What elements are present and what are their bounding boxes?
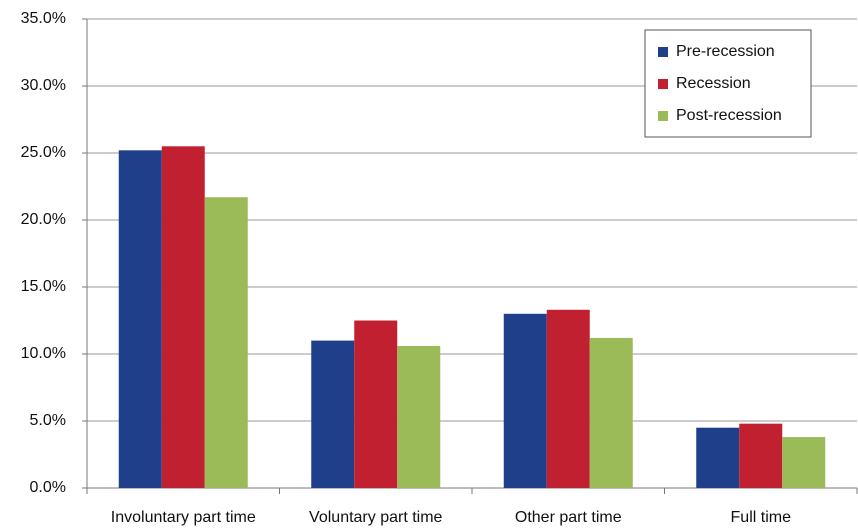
bar <box>589 337 633 488</box>
y-tick-label: 20.0% <box>21 211 66 228</box>
legend-swatch <box>658 47 668 57</box>
legend-swatch <box>658 79 668 89</box>
y-tick-label: 25.0% <box>21 144 66 161</box>
bar <box>739 423 783 488</box>
x-tick-label: Voluntary part time <box>309 509 443 526</box>
bar <box>311 340 355 488</box>
y-tick-label: 0.0% <box>30 479 66 496</box>
x-tick-label: Involuntary part time <box>111 509 256 526</box>
y-tick-label: 35.0% <box>21 10 66 27</box>
legend-box <box>644 29 812 138</box>
legend-swatch <box>658 111 668 121</box>
bar <box>782 437 826 488</box>
y-tick-label: 10.0% <box>21 345 66 362</box>
bar <box>161 146 205 489</box>
bar <box>503 313 547 488</box>
bar <box>204 197 248 488</box>
bar <box>354 320 398 488</box>
y-tick-label: 30.0% <box>21 77 66 94</box>
y-tick-label: 15.0% <box>21 278 66 295</box>
bar <box>118 150 162 488</box>
y-tick-label: 5.0% <box>30 412 66 429</box>
bar <box>397 345 441 488</box>
bar <box>546 309 590 488</box>
x-tick-label: Other part time <box>515 509 622 526</box>
legend-label: Recession <box>676 75 751 92</box>
x-tick-label: Full time <box>731 509 792 526</box>
legend-label: Pre-recession <box>676 43 775 60</box>
bar <box>696 427 740 488</box>
legend-label: Post-recession <box>676 107 782 124</box>
